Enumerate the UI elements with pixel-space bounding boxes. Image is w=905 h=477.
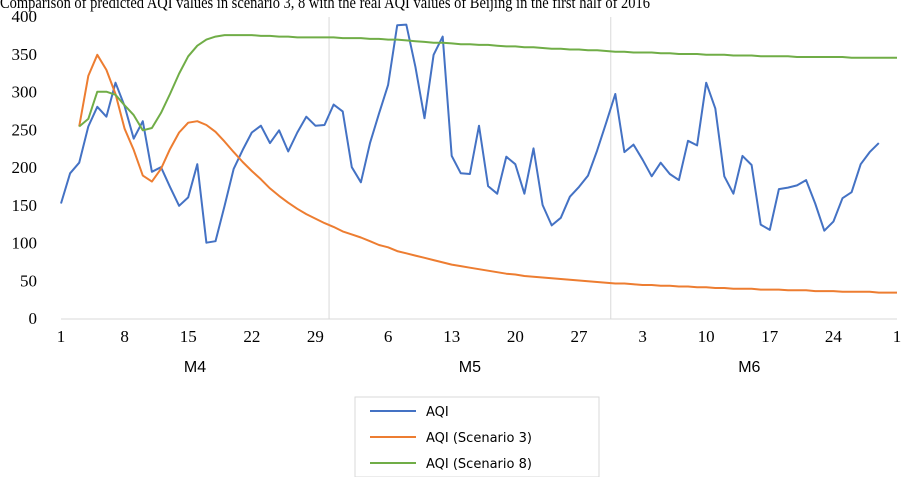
x-tick-label: 15 — [180, 327, 197, 346]
x-tick-label: 27 — [570, 327, 588, 346]
y-tick-label: 350 — [12, 45, 38, 64]
y-tick-label: 300 — [12, 83, 38, 102]
x-tick-label: 20 — [507, 327, 524, 346]
month-group-label: M5 — [459, 359, 481, 376]
series-line-3 — [78, 34, 897, 132]
legend-label-3: AQI (Scenario 8) — [426, 457, 532, 472]
x-tick-label: 22 — [243, 327, 260, 346]
legend-label-2: AQI (Scenario 3) — [426, 431, 532, 446]
x-tick-label: 24 — [825, 327, 843, 346]
x-tick-label: 10 — [698, 327, 715, 346]
x-tick-label: 8 — [120, 327, 129, 346]
axis-layer: 0 50 100 150 200 250 300 350 400 1 8 15 22 29 6 13 20 27 3… — [12, 7, 902, 376]
y-tick-label: 200 — [12, 158, 38, 177]
x-tick-label: 6 — [384, 327, 393, 346]
caption-layer: Comparison of predicted AQI values in sc… — [0, 0, 650, 12]
y-tick-label: 250 — [12, 120, 38, 139]
y-tick-label: 100 — [12, 234, 38, 253]
y-tick-label: 400 — [12, 7, 38, 26]
figure-caption-fragment: Comparison of predicted AQI values in sc… — [0, 0, 650, 12]
series-line-1 — [60, 23, 880, 244]
x-tick-label: 13 — [443, 327, 460, 346]
y-tick-label: 0 — [29, 309, 38, 328]
grid-layer — [328, 17, 612, 319]
x-tick-label: 29 — [307, 327, 324, 346]
y-tick-label: 150 — [12, 196, 38, 215]
x-tick-label: 1 — [893, 327, 902, 346]
y-tick-label: 50 — [20, 271, 37, 290]
series-line-2 — [78, 53, 897, 294]
month-group-label: M6 — [738, 359, 760, 376]
legend: AQI AQI (Scenario 3) AQI (Scenario 8) — [354, 396, 600, 477]
x-tick-label: 1 — [57, 327, 66, 346]
legend-label-1: AQI — [426, 405, 449, 420]
month-group-label: M4 — [184, 359, 206, 376]
x-tick-label: 3 — [638, 327, 647, 346]
x-tick-label: 17 — [761, 327, 779, 346]
series-layer — [60, 23, 897, 294]
